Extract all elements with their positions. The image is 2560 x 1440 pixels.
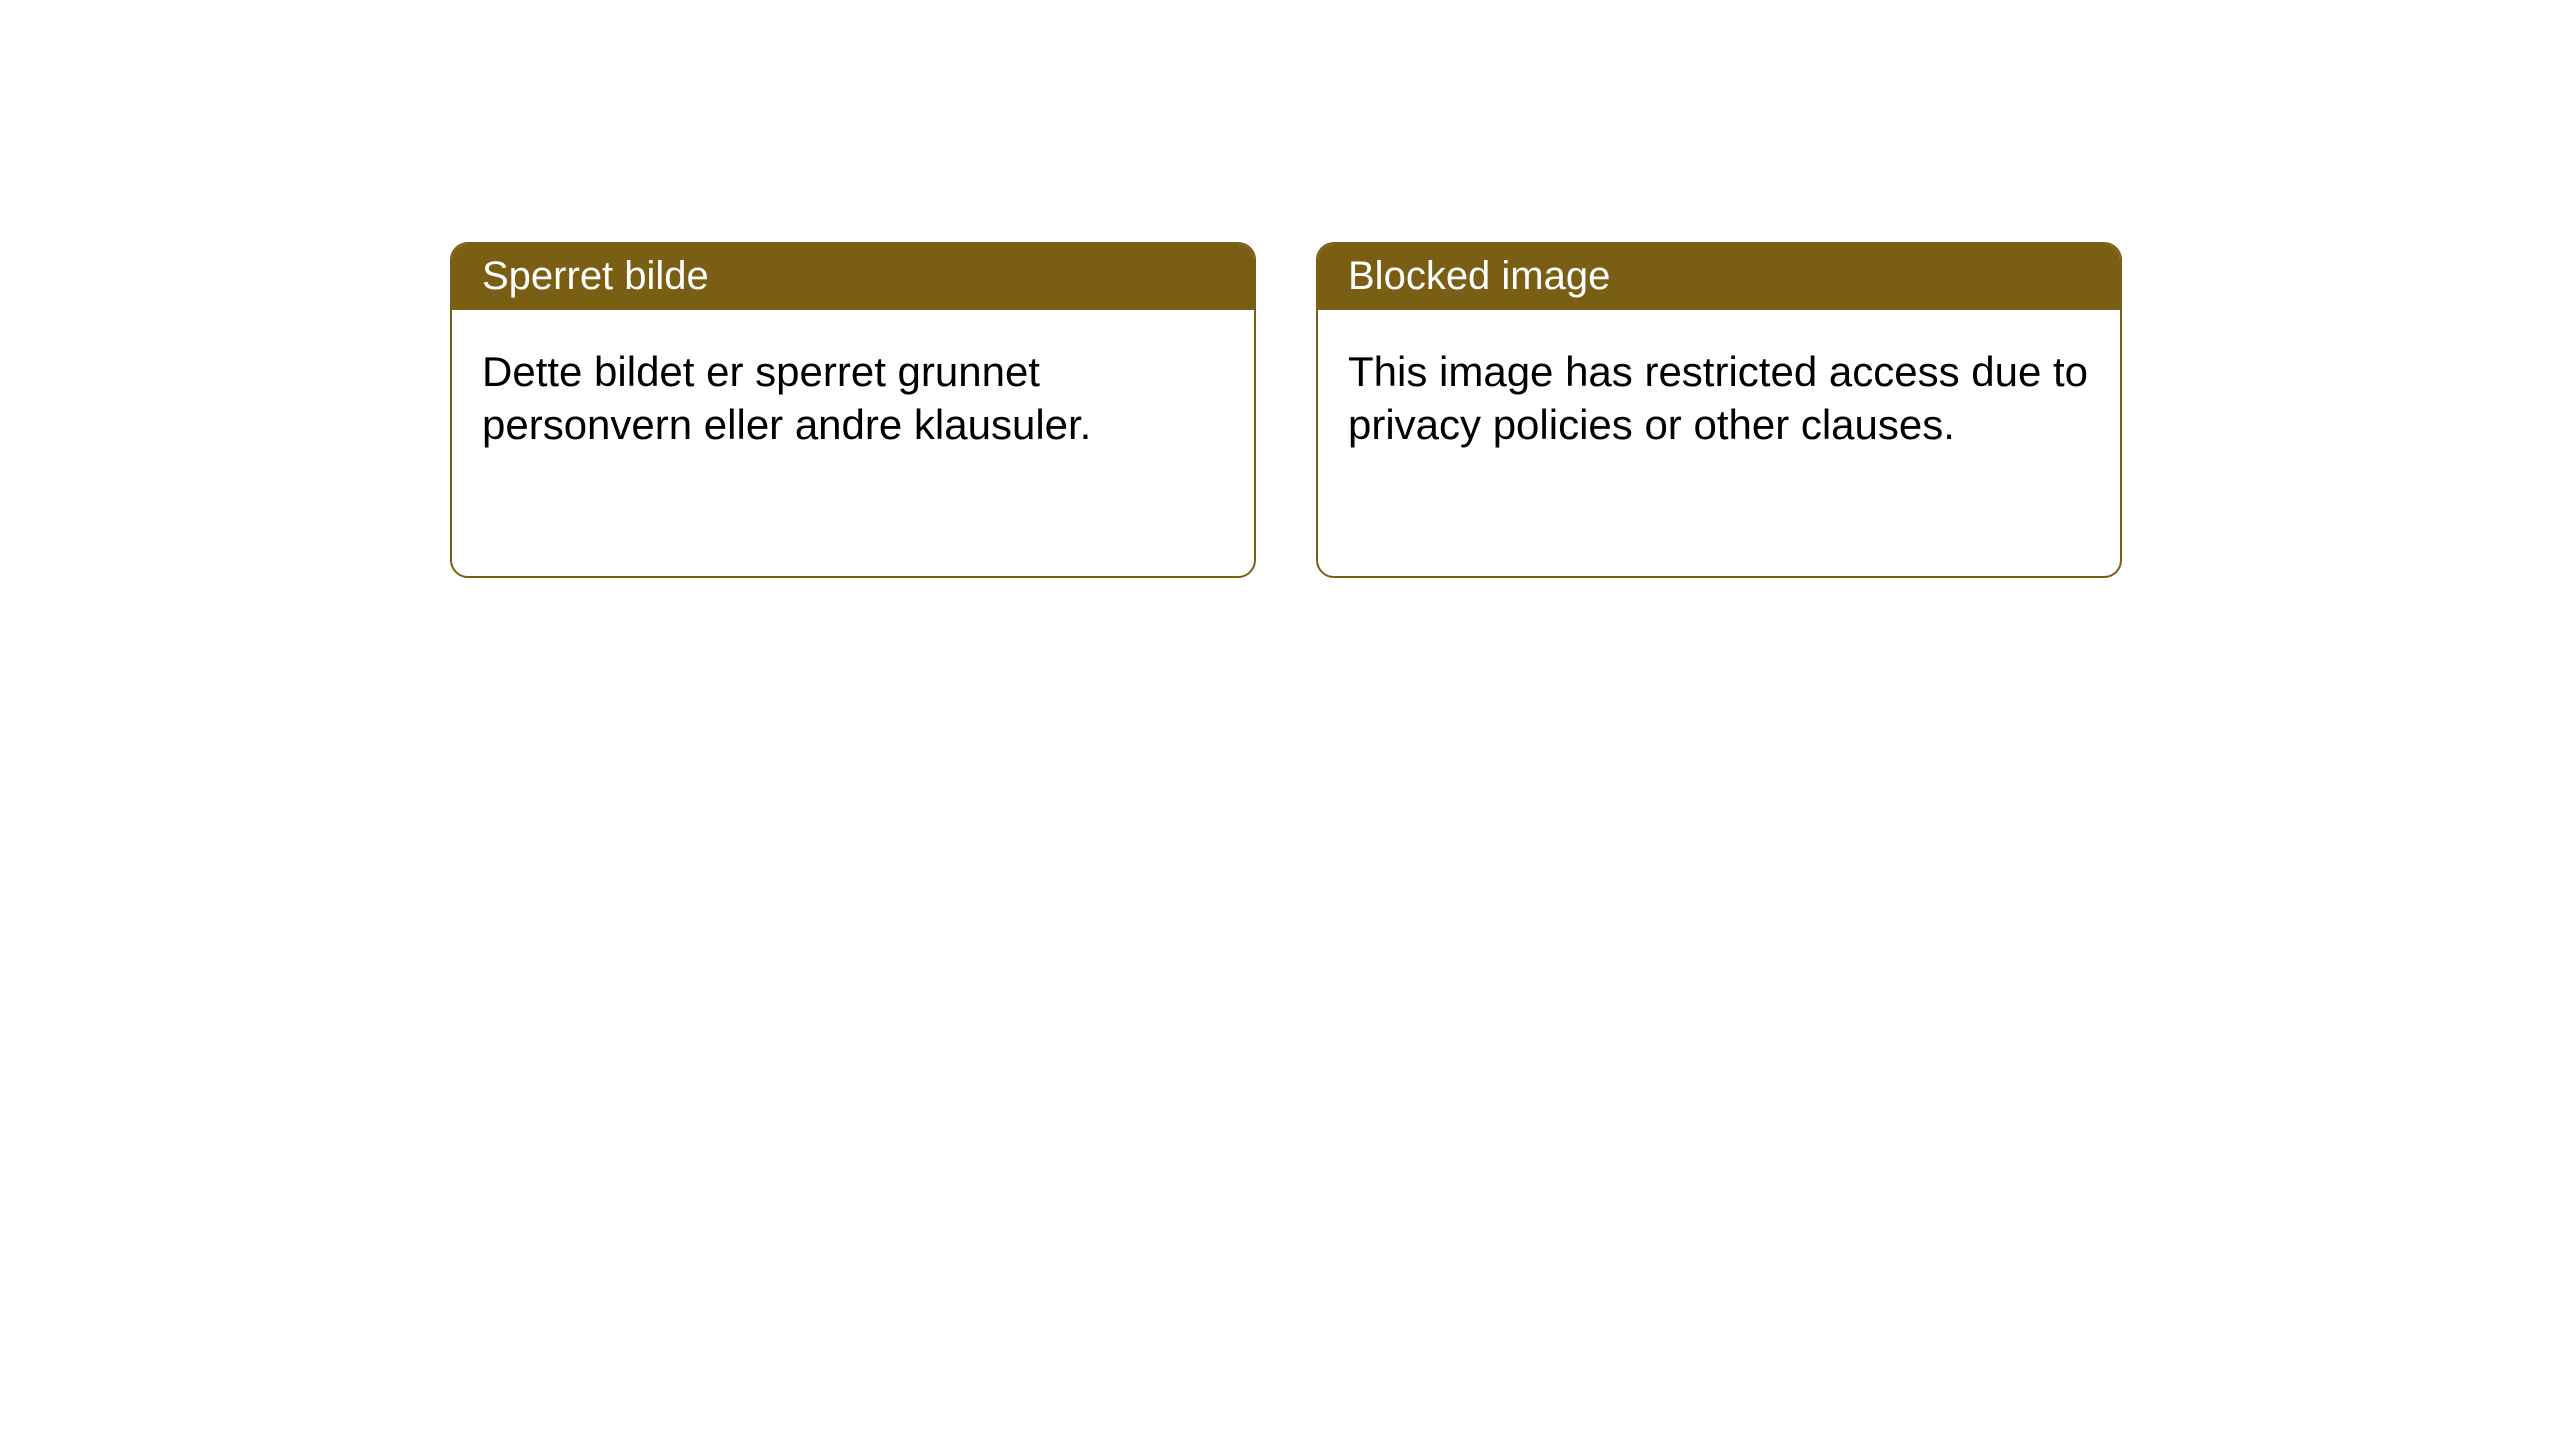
blocked-image-card-en: Blocked image This image has restricted … [1316,242,2122,578]
card-body: Dette bildet er sperret grunnet personve… [452,310,1254,481]
card-body: This image has restricted access due to … [1318,310,2120,481]
card-header: Blocked image [1318,244,2120,310]
card-header: Sperret bilde [452,244,1254,310]
cards-container: Sperret bilde Dette bildet er sperret gr… [0,0,2560,578]
blocked-image-card-no: Sperret bilde Dette bildet er sperret gr… [450,242,1256,578]
